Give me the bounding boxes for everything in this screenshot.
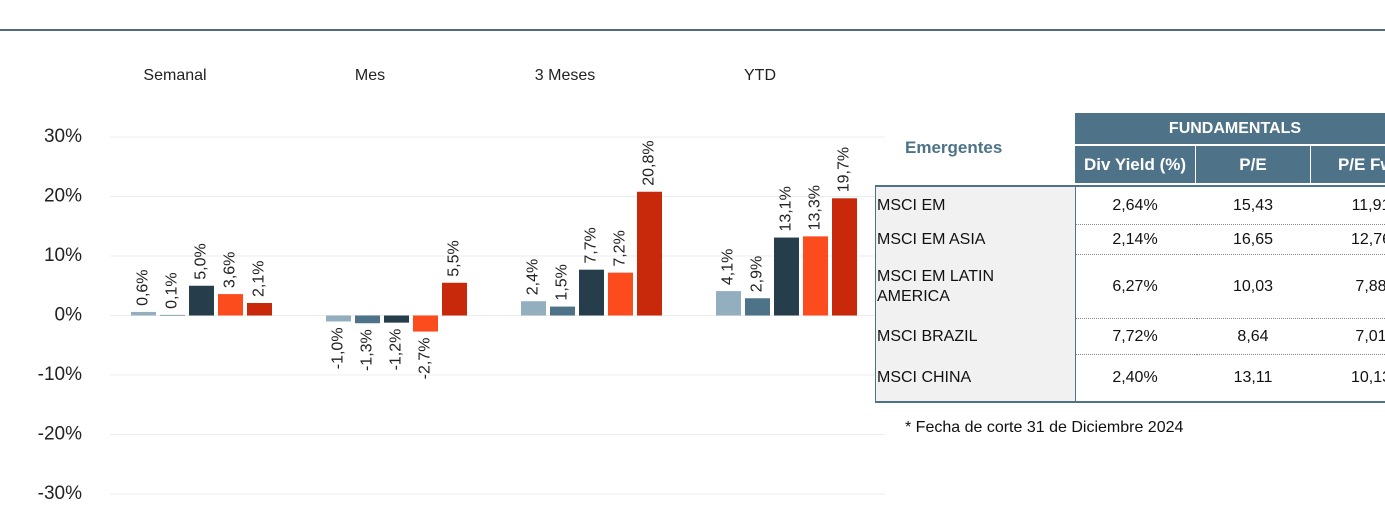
- table-border-left: [875, 187, 876, 402]
- data-label: 13,3%: [807, 185, 824, 230]
- data-label: 0,6%: [135, 269, 152, 305]
- group-header: FUNDAMENTALS: [1075, 113, 1385, 144]
- y-tick-label: 10%: [44, 245, 82, 266]
- column-header: P/E Fwd: [1311, 146, 1385, 183]
- table-cell: 12,76: [1311, 225, 1385, 255]
- bar: [608, 272, 633, 316]
- row-label-bg: [875, 187, 1075, 401]
- table-cell: 7,01: [1311, 319, 1385, 355]
- table-border-mid: [1075, 187, 1076, 402]
- table-cell: 2,14%: [1075, 225, 1195, 255]
- table-cell: 2,40%: [1112, 369, 1158, 386]
- table-cell: 10,13: [1350, 369, 1385, 386]
- data-label: 2,4%: [525, 259, 542, 295]
- table-cell: 2,64%: [1075, 187, 1195, 225]
- bar: [550, 306, 575, 316]
- top-rule: [0, 29, 1385, 31]
- table-cell: 16,65: [1196, 225, 1310, 255]
- row-label: MSCI BRAZIL: [877, 328, 978, 345]
- table-cell: 7,88: [1311, 255, 1385, 319]
- table-border-bottom: [875, 401, 1385, 403]
- data-label: -1,2%: [388, 329, 405, 371]
- bar: [803, 236, 828, 316]
- data-label: -1,3%: [359, 329, 376, 371]
- bar: [579, 269, 604, 316]
- data-label: -1,0%: [330, 327, 347, 369]
- column-header: P/E: [1196, 146, 1310, 183]
- y-tick-label: -20%: [38, 424, 82, 445]
- bar: [218, 294, 243, 316]
- data-label: 7,2%: [612, 230, 629, 266]
- bar: [521, 301, 546, 316]
- table-title: Emergentes: [905, 138, 1003, 157]
- data-label: 20,8%: [641, 140, 658, 185]
- y-tick-label: 30%: [44, 126, 82, 147]
- table-cell: 15,43: [1196, 187, 1310, 225]
- data-label: 5,5%: [446, 240, 463, 276]
- table-cell: 11,91: [1311, 187, 1385, 225]
- bar: [774, 237, 799, 316]
- table-cell: 13,11: [1233, 369, 1273, 386]
- data-label: 13,1%: [778, 186, 795, 231]
- row-label: MSCI CHINA: [877, 369, 972, 386]
- data-label: 4,1%: [720, 249, 737, 285]
- footnote: * Fecha de corte 31 de Diciembre 2024: [905, 419, 1184, 436]
- data-label: -2,7%: [417, 338, 434, 380]
- category-label: Semanal: [143, 67, 206, 84]
- bar: [131, 311, 156, 316]
- column-header: Div Yield (%): [1075, 146, 1195, 183]
- bar: [326, 315, 351, 322]
- data-label: 0,1%: [164, 272, 181, 308]
- bar: [637, 191, 662, 316]
- bar: [716, 291, 741, 316]
- data-label: 3,6%: [222, 252, 239, 288]
- category-label: Mes: [355, 67, 385, 84]
- row-label: MSCI EM ASIA: [877, 231, 986, 248]
- row-label: MSCI EM LATIN AMERICA: [877, 268, 995, 305]
- category-label: YTD: [744, 67, 776, 84]
- data-label: 19,7%: [836, 147, 853, 192]
- y-tick-label: -10%: [38, 364, 82, 385]
- table-cell: 8,64: [1196, 319, 1310, 355]
- bar: [189, 285, 214, 316]
- data-label: 5,0%: [193, 243, 210, 279]
- y-tick-label: 0%: [55, 305, 83, 326]
- category-label: 3 Meses: [535, 67, 595, 84]
- data-label: 1,5%: [554, 264, 571, 300]
- data-label: 7,7%: [583, 227, 600, 263]
- table-border-top: [875, 185, 1385, 187]
- bar: [355, 315, 380, 324]
- bar: [160, 314, 185, 316]
- bar: [384, 315, 409, 323]
- table-cell: 10,03: [1196, 255, 1310, 319]
- table-cell: 7,72%: [1075, 319, 1195, 355]
- data-label: 2,1%: [251, 261, 268, 297]
- bar: [442, 282, 467, 316]
- bar: [832, 198, 857, 316]
- y-tick-label: -30%: [38, 483, 82, 504]
- y-tick-label: 20%: [44, 186, 82, 207]
- bar: [413, 315, 438, 332]
- bar: [247, 303, 272, 316]
- table-cell: 6,27%: [1075, 255, 1195, 319]
- bar: [745, 298, 770, 316]
- row-label: MSCI EM: [877, 197, 946, 214]
- data-label: 2,9%: [749, 256, 766, 292]
